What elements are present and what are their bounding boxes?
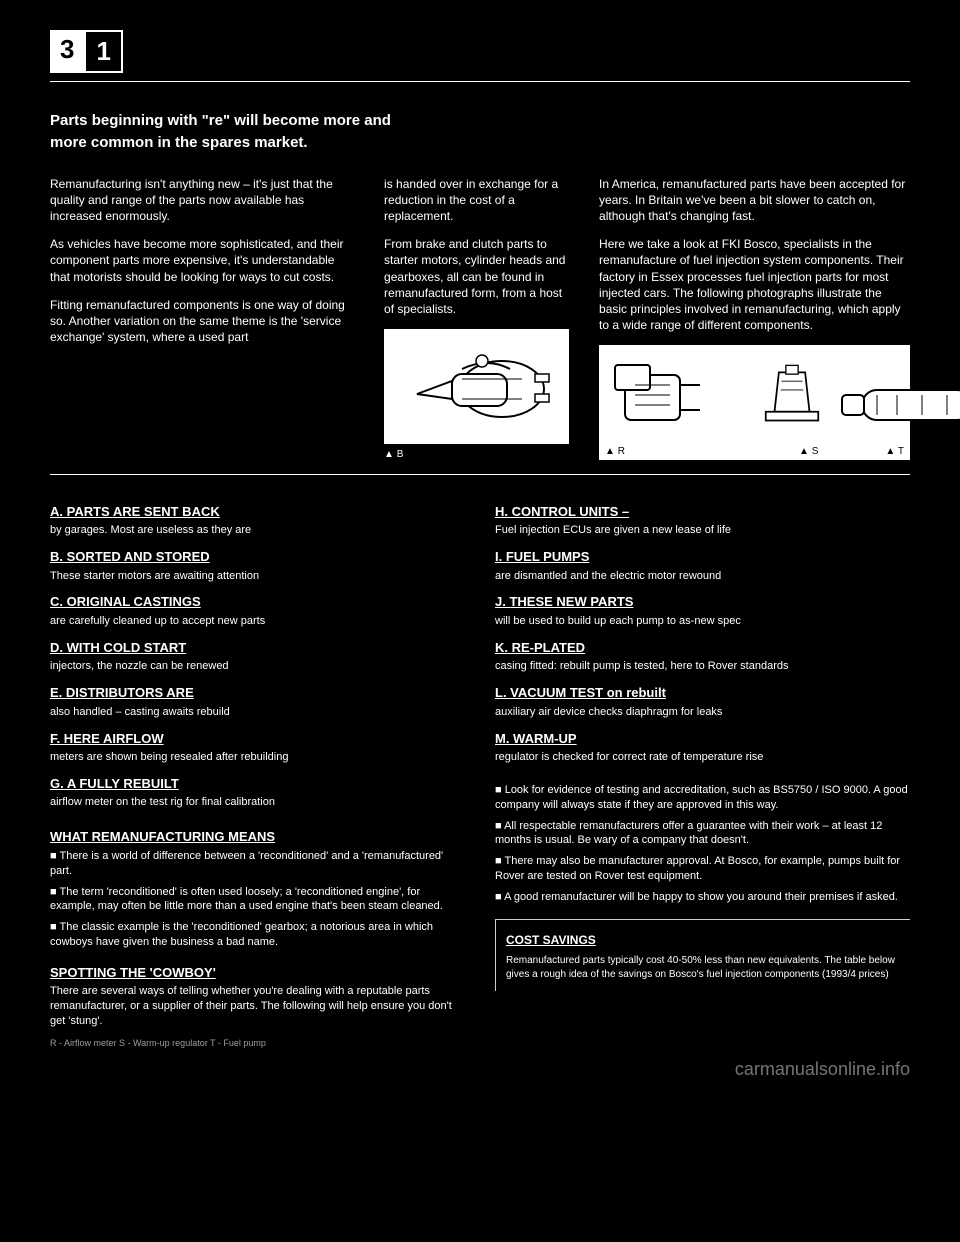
item-h: H. CONTROL UNITS – Fuel injection ECUs a… <box>495 503 910 538</box>
upper-columns: Remanufacturing isn't anything new – it'… <box>50 176 910 462</box>
upper-right-column: In America, remanufactured parts have be… <box>599 176 910 462</box>
item-c: C. ORIGINAL CASTINGS are carefully clean… <box>50 593 465 628</box>
starter-caption: ▲ B <box>384 448 569 462</box>
figure-starter-motor <box>384 329 569 444</box>
item-c-title: C. ORIGINAL CASTINGS <box>50 593 465 611</box>
tip-2: ■ All respectable remanufacturers offer … <box>495 819 910 849</box>
comp-label-s: ▲ S <box>799 445 818 459</box>
comp-label-t: ▲ T <box>885 445 904 459</box>
item-l-title: L. VACUUM TEST on rebuilt <box>495 684 910 702</box>
bullet-1: ■ There is a world of difference between… <box>50 849 465 879</box>
upper-left-p2: As vehicles have become more sophisticat… <box>50 236 354 285</box>
item-c-desc: are carefully cleaned up to accept new p… <box>50 614 465 629</box>
lower-left-column: A. PARTS ARE SENT BACK by garages. Most … <box>50 493 465 1029</box>
upper-right-p2: Here we take a look at FKI Bosco, specia… <box>599 236 910 333</box>
airflow-meter-icon <box>605 355 725 445</box>
item-b-desc: These starter motors are awaiting attent… <box>50 569 465 584</box>
item-i: I. FUEL PUMPS are dismantled and the ele… <box>495 548 910 583</box>
upper-left-column: Remanufacturing isn't anything new – it'… <box>50 176 354 462</box>
tip-1: ■ Look for evidence of testing and accre… <box>495 783 910 813</box>
fuel-pump-icon <box>837 370 960 440</box>
mid-rule <box>50 474 910 475</box>
item-k-desc: casing fitted: rebuilt pump is tested, h… <box>495 659 910 674</box>
item-i-title: I. FUEL PUMPS <box>495 548 910 566</box>
item-g: G. A FULLY REBUILT airflow meter on the … <box>50 775 465 810</box>
item-j-title: J. THESE NEW PARTS <box>495 593 910 611</box>
item-h-desc: Fuel injection ECUs are given a new leas… <box>495 523 910 538</box>
lower-right-column: H. CONTROL UNITS – Fuel injection ECUs a… <box>495 493 910 1029</box>
item-d: D. WITH COLD START injectors, the nozzle… <box>50 639 465 674</box>
lead-paragraph: Parts beginning with "re" will become mo… <box>50 110 430 154</box>
item-k: K. RE-PLATED casing fitted: rebuilt pump… <box>495 639 910 674</box>
item-m: M. WARM-UP regulator is checked for corr… <box>495 730 910 765</box>
cowboy-paragraph: There are several ways of telling whethe… <box>50 984 465 1029</box>
item-f: F. HERE AIRFLOW meters are shown being r… <box>50 730 465 765</box>
figure-components: ▲ R ▲ S ▲ T <box>599 345 910 460</box>
chapter-number: 3 <box>50 30 84 73</box>
lower-columns: A. PARTS ARE SENT BACK by garages. Most … <box>50 493 910 1029</box>
item-e: E. DISTRIBUTORS ARE also handled – casti… <box>50 684 465 719</box>
upper-right-p1: In America, remanufactured parts have be… <box>599 176 910 225</box>
top-rule <box>50 81 910 82</box>
item-d-title: D. WITH COLD START <box>50 639 465 657</box>
item-g-title: G. A FULLY REBUILT <box>50 775 465 793</box>
footer-caption: R - Airflow meter S - Warm-up regulator … <box>50 1037 910 1049</box>
note-box: COST SAVINGS Remanufactured parts typica… <box>495 919 910 991</box>
section-number: 1 <box>84 30 122 73</box>
item-b-title: B. SORTED AND STORED <box>50 548 465 566</box>
bullets-title: WHAT REMANUFACTURING MEANS <box>50 828 465 846</box>
upper-mid-p1: is handed over in exchange for a reducti… <box>384 176 569 225</box>
comp-label-r: ▲ R <box>605 445 625 459</box>
bullets-block: ■ There is a world of difference between… <box>50 849 465 950</box>
tips-block: ■ Look for evidence of testing and accre… <box>495 783 910 905</box>
item-a-desc: by garages. Most are useless as they are <box>50 523 465 538</box>
item-f-title: F. HERE AIRFLOW <box>50 730 465 748</box>
item-d-desc: injectors, the nozzle can be renewed <box>50 659 465 674</box>
item-i-desc: are dismantled and the electric motor re… <box>495 569 910 584</box>
item-g-desc: airflow meter on the test rig for final … <box>50 795 465 810</box>
note-title: COST SAVINGS <box>506 932 900 948</box>
bullet-2: ■ The term 'reconditioned' is often used… <box>50 885 465 915</box>
upper-left-p1: Remanufacturing isn't anything new – it'… <box>50 176 354 225</box>
item-m-desc: regulator is checked for correct rate of… <box>495 750 910 765</box>
warmup-regulator-icon <box>757 363 827 443</box>
item-b: B. SORTED AND STORED These starter motor… <box>50 548 465 583</box>
page-number-box: 3 1 <box>50 30 910 73</box>
item-e-title: E. DISTRIBUTORS ARE <box>50 684 465 702</box>
item-a-title: A. PARTS ARE SENT BACK <box>50 503 465 521</box>
upper-mid-p2: From brake and clutch parts to starter m… <box>384 236 569 317</box>
item-k-title: K. RE-PLATED <box>495 639 910 657</box>
bullet-3: ■ The classic example is the 'reconditio… <box>50 920 465 950</box>
cowboy-title: SPOTTING THE 'COWBOY' <box>50 964 465 982</box>
upper-left-p3: Fitting remanufactured components is one… <box>50 297 354 346</box>
upper-mid-column: is handed over in exchange for a reducti… <box>384 176 569 462</box>
note-text: Remanufactured parts typically cost 40-5… <box>506 954 900 981</box>
watermark: carmanualsonline.info <box>735 1057 910 1081</box>
item-h-title: H. CONTROL UNITS – <box>495 503 910 521</box>
item-m-title: M. WARM-UP <box>495 730 910 748</box>
item-f-desc: meters are shown being resealed after re… <box>50 750 465 765</box>
starter-motor-icon <box>392 339 562 434</box>
tip-3: ■ There may also be manufacturer approva… <box>495 854 910 884</box>
item-e-desc: also handled – casting awaits rebuild <box>50 705 465 720</box>
item-l: L. VACUUM TEST on rebuilt auxiliary air … <box>495 684 910 719</box>
item-j-desc: will be used to build up each pump to as… <box>495 614 910 629</box>
tip-4: ■ A good remanufacturer will be happy to… <box>495 890 910 905</box>
item-a: A. PARTS ARE SENT BACK by garages. Most … <box>50 503 465 538</box>
item-j: J. THESE NEW PARTS will be used to build… <box>495 593 910 628</box>
item-l-desc: auxiliary air device checks diaphragm fo… <box>495 705 910 720</box>
